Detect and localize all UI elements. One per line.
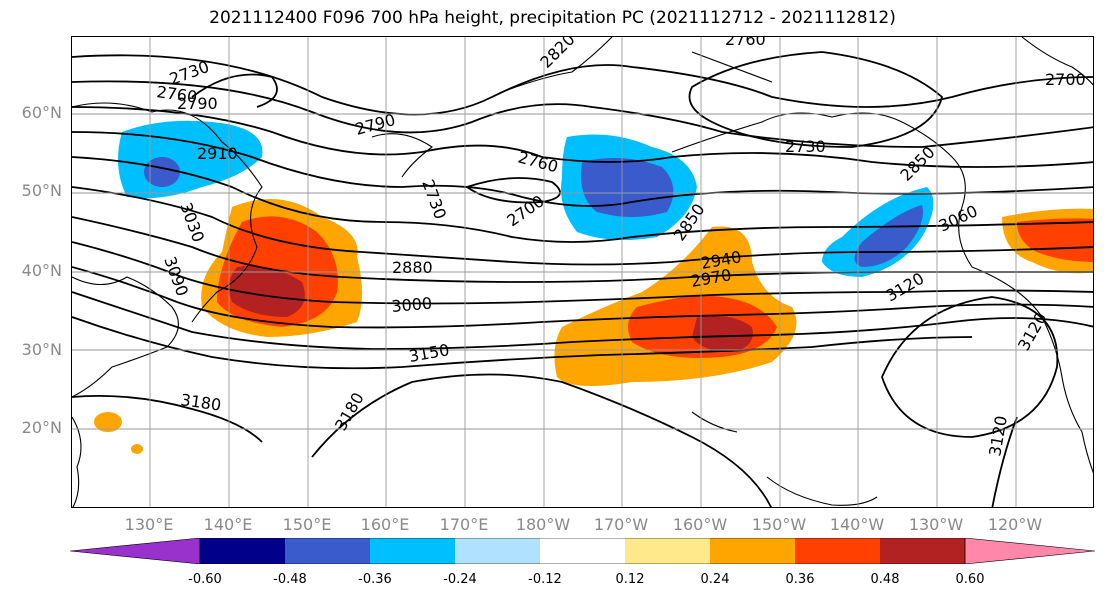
lon-label-150e: 150°E xyxy=(282,515,332,534)
lat-label-30n: 30°N xyxy=(21,340,62,359)
contour-label: 3030 xyxy=(176,200,208,245)
contour-label: 3120 xyxy=(1014,309,1051,354)
contour-label: 3180 xyxy=(179,390,222,414)
lon-label-170w: 170°W xyxy=(593,515,649,534)
contour-label: 2730 xyxy=(418,177,450,222)
contour-label: 2850 xyxy=(896,143,938,185)
lon-label-180w: 180°W xyxy=(515,515,571,534)
colorbar-extend-low xyxy=(70,538,201,564)
lon-label-160e: 160°E xyxy=(360,515,410,534)
lon-label-150w: 150°W xyxy=(751,515,807,534)
contour-label: 3120 xyxy=(883,269,928,306)
contour-label: 2790 xyxy=(177,94,218,113)
lon-label-130w: 130°W xyxy=(908,515,964,534)
contour-label: 3000 xyxy=(391,294,433,316)
contour-label: 3150 xyxy=(407,340,450,366)
colorbar-tick: 0.36 xyxy=(785,572,815,587)
lat-label-40n: 40°N xyxy=(21,261,62,280)
lat-label-20n: 20°N xyxy=(21,418,62,437)
colorbar-segment xyxy=(710,538,795,564)
contour-label: 2910 xyxy=(197,144,238,163)
colorbar-tick: -0.48 xyxy=(273,572,307,587)
colorbar-tick: -0.60 xyxy=(188,572,222,587)
colorbar-tick: 0.12 xyxy=(615,572,645,587)
contour-label: 2880 xyxy=(392,258,433,277)
colorbar-segment xyxy=(795,538,880,564)
lat-label-60n: 60°N xyxy=(21,103,62,122)
lon-label-120w: 120°W xyxy=(987,515,1043,534)
colorbar-segment xyxy=(370,538,455,564)
colorbar-tick: -0.36 xyxy=(358,572,392,587)
colorbar-extend-high xyxy=(964,538,1095,564)
contour-label: 3060 xyxy=(936,201,981,235)
map-title: 2021112400 F096 700 hPa height, precipit… xyxy=(209,8,896,28)
contour-label: 2730 xyxy=(785,137,826,156)
lon-label-160w: 160°W xyxy=(672,515,728,534)
contour-label: 3120 xyxy=(985,414,1011,457)
contour-label: 2820 xyxy=(536,37,578,72)
graticule xyxy=(72,37,1093,507)
contour-label: 2760 xyxy=(725,37,766,49)
contour-label: 2760 xyxy=(516,148,560,177)
precip-fills xyxy=(94,120,1093,454)
map-canvas: 2730 2760 2790 2910 3030 3090 2790 2820 … xyxy=(72,37,1093,507)
lon-label-170e: 170°E xyxy=(439,515,489,534)
colorbar-segment xyxy=(880,538,965,564)
colorbar-tick: 0.48 xyxy=(870,572,900,587)
colorbar-segment xyxy=(200,538,285,564)
contour-label: 2700 xyxy=(1045,70,1086,89)
colorbar-segment xyxy=(455,538,540,564)
contour-label: 3090 xyxy=(160,254,192,299)
lon-label-140e: 140°E xyxy=(203,515,253,534)
colorbar-tick: 0.60 xyxy=(955,572,985,587)
colorbar-tick: -0.24 xyxy=(443,572,477,587)
lon-label-130e: 130°E xyxy=(124,515,174,534)
colorbar-segment xyxy=(625,538,710,564)
colorbar-tick: 0.24 xyxy=(700,572,730,587)
contour-label: 3180 xyxy=(331,389,368,434)
map-panel: 2730 2760 2790 2910 3030 3090 2790 2820 … xyxy=(71,36,1094,508)
colorbar-segment xyxy=(540,538,625,564)
colorbar-tick: -0.12 xyxy=(528,572,562,587)
colorbar-segment xyxy=(285,538,370,564)
lon-label-140w: 140°W xyxy=(829,515,885,534)
lat-label-50n: 50°N xyxy=(21,181,62,200)
colorbar xyxy=(70,538,1095,564)
